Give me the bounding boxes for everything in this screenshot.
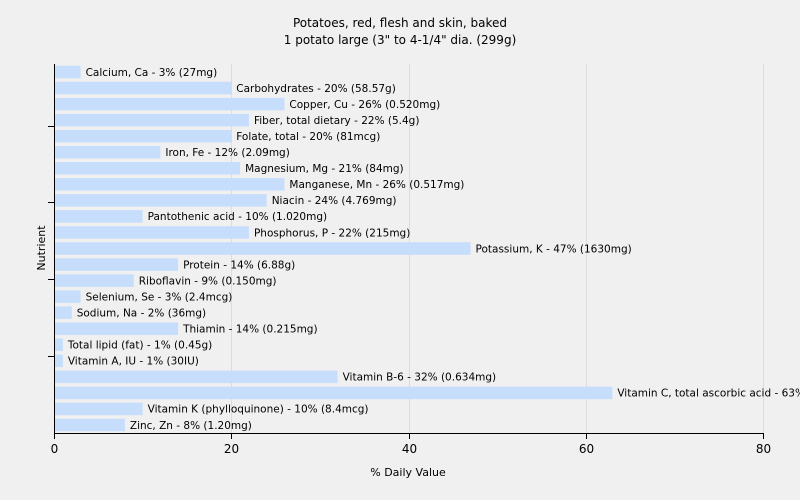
bar-label: Total lipid (fat) - 1% (0.45g) bbox=[67, 340, 212, 352]
bar bbox=[55, 145, 161, 159]
bar bbox=[55, 226, 249, 239]
bar-label: Niacin - 24% (4.769mg) bbox=[272, 195, 397, 207]
bar-label: Calcium, Ca - 3% (27mg) bbox=[86, 67, 218, 79]
bar bbox=[55, 97, 285, 111]
bar-label: Zinc, Zn - 8% (1.20mg) bbox=[130, 420, 252, 432]
axes: 0 20 40 60 80 bbox=[48, 64, 771, 456]
bar-label: Iron, Fe - 12% (2.09mg) bbox=[165, 147, 289, 159]
bar-label: Carbohydrates - 20% (58.57g) bbox=[236, 83, 396, 95]
bar bbox=[55, 306, 72, 319]
bar bbox=[55, 402, 143, 416]
bar-label: Manganese, Mn - 26% (0.517mg) bbox=[289, 179, 464, 191]
bar bbox=[55, 290, 81, 303]
bar-label: Pantothenic acid - 10% (1.020mg) bbox=[148, 211, 327, 223]
bar-label: Sodium, Na - 2% (36mg) bbox=[77, 307, 206, 319]
bar bbox=[55, 178, 285, 191]
bar bbox=[55, 194, 267, 207]
bar-label: Vitamin A, IU - 1% (30IU) bbox=[68, 356, 199, 368]
bar-label: Magnesium, Mg - 21% (84mg) bbox=[245, 163, 404, 175]
bar bbox=[55, 322, 179, 335]
chart-subtitle: 1 potato large (3" to 4-1/4" dia. (299g) bbox=[284, 33, 517, 47]
chart-title: Potatoes, red, flesh and skin, baked bbox=[293, 16, 507, 30]
bar-label: Riboflavin - 9% (0.150mg) bbox=[139, 275, 277, 287]
bar-label: Protein - 14% (6.88g) bbox=[183, 259, 295, 271]
bar bbox=[55, 274, 134, 287]
bar bbox=[55, 418, 125, 432]
bar-label: Fiber, total dietary - 22% (5.4g) bbox=[254, 115, 419, 127]
bar bbox=[55, 129, 232, 143]
bar-label: Copper, Cu - 26% (0.520mg) bbox=[289, 99, 440, 111]
x-tick-label: 0 bbox=[51, 442, 59, 456]
bar bbox=[55, 258, 179, 271]
x-tick-label: 80 bbox=[756, 442, 771, 456]
bar-label: Phosphorus, P - 22% (215mg) bbox=[254, 227, 410, 239]
bar-label: Vitamin B-6 - 32% (0.634mg) bbox=[343, 372, 497, 384]
bar bbox=[55, 113, 249, 127]
bar-label: Selenium, Se - 3% (2.4mcg) bbox=[86, 291, 233, 303]
y-axis-label: Nutrient bbox=[35, 225, 48, 271]
x-tick-label: 60 bbox=[579, 442, 594, 456]
bar bbox=[55, 386, 613, 400]
bar bbox=[55, 65, 81, 79]
x-tick-label: 20 bbox=[224, 442, 239, 456]
x-axis-label: % Daily Value bbox=[370, 466, 446, 479]
bar-label: Vitamin K (phylloquinone) - 10% (8.4mcg) bbox=[148, 404, 369, 416]
bar bbox=[55, 162, 241, 175]
bar-labels: Calcium, Ca - 3% (27mg) Carbohydrates - 2… bbox=[67, 67, 800, 432]
bar bbox=[55, 242, 471, 255]
x-tick-label: 40 bbox=[402, 442, 417, 456]
bars bbox=[55, 65, 613, 432]
bar bbox=[55, 354, 63, 368]
bar-label: Folate, total - 20% (81mcg) bbox=[236, 131, 380, 143]
bar-label: Potassium, K - 47% (1630mg) bbox=[476, 243, 632, 255]
bar-label: Thiamin - 14% (0.215mg) bbox=[182, 324, 318, 336]
bar bbox=[55, 338, 63, 352]
bar bbox=[55, 210, 143, 223]
bar-label: Vitamin C, total ascorbic acid - 63% (37… bbox=[617, 388, 800, 400]
bar bbox=[55, 81, 232, 95]
bar bbox=[55, 370, 338, 384]
